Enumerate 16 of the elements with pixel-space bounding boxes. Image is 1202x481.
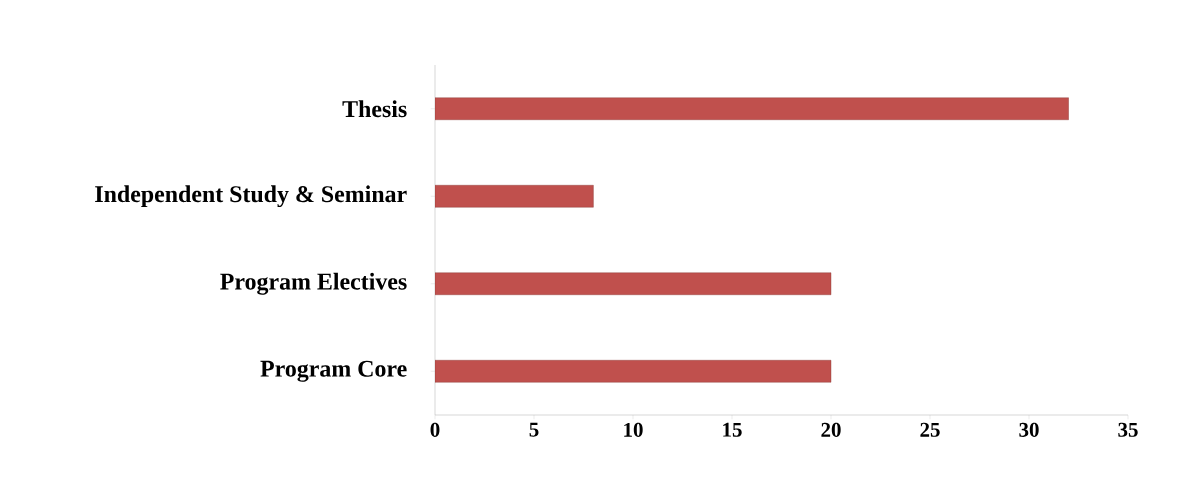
bar: [435, 360, 832, 383]
x-tick-label: 0: [430, 422, 440, 437]
x-tick-label: 5: [529, 422, 539, 437]
x-tick-label: 30: [1019, 422, 1039, 437]
y-tick-label: Independent Study & Seminar: [95, 185, 407, 208]
y-tick-label: Program Electives: [220, 272, 407, 295]
bar: [435, 97, 1069, 120]
bar: [435, 272, 832, 295]
x-tick-label: 20: [821, 422, 841, 437]
x-tick-label: 10: [624, 422, 643, 437]
y-tick-label: Program Core: [260, 360, 407, 382]
x-tick-label: 25: [920, 422, 940, 437]
x-tick-label: 35: [1118, 422, 1138, 437]
bar: [435, 185, 594, 208]
x-tick-label: 15: [723, 422, 742, 437]
y-tick-label: Thesis: [342, 100, 407, 118]
